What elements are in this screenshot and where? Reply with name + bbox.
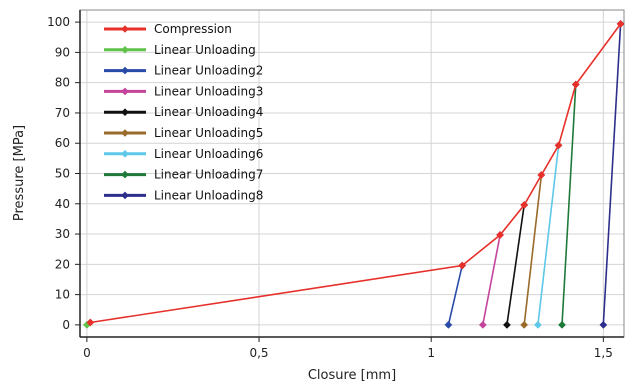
data-point	[571, 80, 580, 89]
legend-label: Linear Unloading	[154, 43, 256, 57]
y-tick-label: 80	[55, 76, 70, 90]
x-tick-label: 0,5	[249, 346, 268, 360]
data-point	[496, 231, 505, 239]
series-compression	[86, 19, 625, 327]
y-tick-label: 90	[55, 45, 70, 59]
legend-marker	[121, 170, 129, 179]
data-point	[558, 320, 566, 329]
data-point	[458, 261, 467, 270]
data-point	[616, 19, 625, 28]
x-tick-label: 1,5	[594, 346, 613, 360]
data-point	[478, 320, 487, 329]
data-point	[533, 320, 542, 329]
legend-item-compression: Compression	[104, 22, 232, 36]
legend-marker	[121, 87, 129, 96]
data-point	[520, 320, 529, 329]
legend-label: Linear Unloading4	[154, 105, 263, 119]
legend-label: Linear Unloading7	[154, 168, 263, 182]
legend-marker	[121, 25, 129, 33]
data-point	[86, 318, 95, 327]
legend-item-linear-unloading5: Linear Unloading5	[104, 126, 263, 140]
legend-marker	[121, 129, 129, 137]
legend-label: Linear Unloading8	[154, 188, 263, 202]
series-line-linear-unloading7	[561, 84, 577, 325]
y-tick-label: 30	[55, 227, 70, 241]
series-layer	[82, 19, 625, 329]
legend-marker	[121, 191, 129, 200]
legend-item-linear-unloading6: Linear Unloading6	[104, 147, 263, 161]
y-tick-label: 70	[55, 106, 70, 120]
legend-item-linear-unloading4: Linear Unloading4	[104, 105, 263, 119]
legend-marker	[121, 46, 129, 54]
y-axis-title: Pressure [MPa]	[12, 125, 27, 221]
y-tick-label: 20	[55, 257, 70, 271]
data-point	[599, 320, 608, 329]
x-tick-label: 1	[427, 346, 435, 360]
legend-item-linear-unloading7: Linear Unloading7	[104, 168, 263, 182]
y-tick-label: 100	[47, 15, 70, 29]
legend-label: Linear Unloading2	[154, 64, 263, 78]
data-point	[444, 320, 453, 329]
y-tick-label: 50	[55, 167, 70, 181]
legend-label: Compression	[154, 22, 232, 36]
y-tick-label: 0	[62, 318, 70, 332]
data-point	[520, 201, 529, 209]
data-point	[502, 320, 511, 329]
x-axis-title: Closure [mm]	[308, 368, 396, 383]
y-tick-label: 60	[55, 136, 70, 150]
legend-marker	[121, 66, 129, 75]
series-line-linear-unloading4	[506, 204, 525, 326]
x-tick-label: 0	[83, 346, 91, 360]
axes: 0 10 20 30 40 50 60 70 80 90 100 0 0,5 1 1,5	[47, 9, 625, 360]
series-line-linear-unloading8	[602, 23, 622, 325]
legend-marker	[121, 108, 129, 116]
series-line-linear-unloading2	[447, 265, 463, 326]
legend-label: Linear Unloading5	[154, 126, 263, 140]
legend-item-linear-unloading: Linear Unloading	[104, 43, 256, 57]
data-point	[554, 141, 563, 150]
legend-marker	[121, 150, 129, 158]
legend-item-linear-unloading3: Linear Unloading3	[104, 84, 263, 98]
series-line-linear-unloading5	[523, 174, 543, 325]
y-tick-label: 40	[55, 197, 70, 211]
legend-item-linear-unloading8: Linear Unloading8	[104, 188, 263, 202]
legend-item-linear-unloading2: Linear Unloading2	[104, 64, 263, 78]
series-line-compression	[90, 23, 622, 324]
data-point	[537, 171, 546, 179]
series-line-linear-unloading3	[482, 234, 501, 326]
gridlines	[80, 10, 624, 337]
legend: Compression Linear Unloading Linear Unload…	[104, 22, 263, 202]
series-line-linear-unloading6	[537, 145, 560, 325]
legend-label: Linear Unloading6	[154, 147, 263, 161]
y-tick-label: 10	[55, 288, 70, 302]
legend-label: Linear Unloading3	[154, 84, 263, 98]
